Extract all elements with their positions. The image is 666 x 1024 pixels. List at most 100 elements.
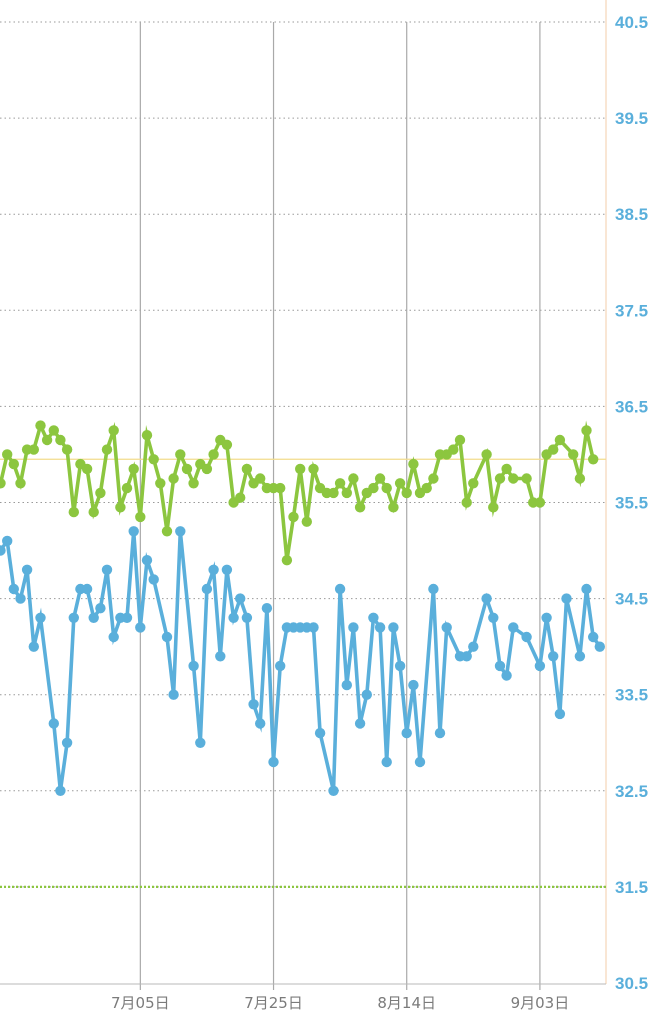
- data-point: [235, 492, 246, 503]
- data-point: [101, 564, 113, 575]
- data-point: [35, 612, 46, 623]
- data-point: [28, 641, 39, 652]
- data-point: [81, 463, 93, 475]
- data-point: [521, 473, 532, 484]
- data-point: [275, 660, 286, 672]
- data-point: [334, 583, 346, 595]
- data-point: [108, 631, 119, 643]
- data-point: [521, 631, 532, 643]
- data-point: [534, 660, 546, 672]
- data-point: [41, 434, 53, 446]
- data-point: [15, 478, 26, 489]
- y-tick-label: 34.5: [615, 590, 648, 609]
- data-point: [534, 497, 546, 508]
- series-2: [0, 526, 605, 796]
- x-tick-label: 7月25日: [244, 994, 303, 1012]
- data-point: [288, 511, 299, 523]
- data-point: [461, 651, 472, 662]
- data-point: [221, 564, 233, 575]
- series-1: [0, 420, 599, 566]
- data-point: [141, 555, 153, 566]
- data-point: [354, 718, 366, 729]
- data-point: [494, 660, 506, 672]
- data-point: [141, 430, 153, 441]
- data-point: [308, 622, 319, 633]
- data-point: [401, 487, 412, 499]
- data-point: [215, 651, 226, 662]
- data-point: [308, 463, 319, 475]
- data-point: [548, 651, 559, 662]
- data-point: [341, 487, 352, 499]
- data-point: [121, 612, 133, 623]
- data-point: [255, 718, 266, 729]
- data-point: [348, 622, 359, 633]
- horizontal-gridlines: [0, 21, 606, 888]
- data-point: [568, 449, 579, 460]
- data-point: [574, 651, 586, 662]
- data-point: [68, 612, 80, 623]
- data-point: [301, 516, 312, 527]
- data-point: [101, 444, 113, 455]
- data-point: [341, 679, 352, 691]
- data-point: [374, 473, 386, 484]
- data-point: [394, 660, 406, 672]
- data-point: [361, 689, 372, 700]
- data-point: [508, 622, 519, 633]
- data-point: [121, 482, 133, 494]
- y-tick-label: 31.5: [615, 878, 648, 897]
- data-point: [208, 449, 219, 460]
- data-point: [281, 555, 293, 566]
- data-point: [394, 478, 406, 489]
- data-point: [241, 463, 253, 475]
- data-point: [128, 463, 139, 475]
- data-point: [28, 444, 39, 455]
- data-point: [2, 449, 13, 460]
- data-point: [428, 583, 439, 595]
- y-tick-label: 33.5: [615, 686, 648, 705]
- data-point: [408, 679, 419, 691]
- data-point: [21, 564, 33, 575]
- data-point: [481, 449, 492, 460]
- data-point: [241, 612, 253, 623]
- data-point: [594, 641, 605, 652]
- data-point: [55, 434, 66, 446]
- data-point: [541, 612, 552, 623]
- x-tick-label: 7月05日: [111, 994, 170, 1012]
- data-point: [201, 583, 213, 595]
- data-point: [295, 463, 306, 475]
- data-point: [461, 497, 472, 508]
- data-point: [68, 506, 80, 518]
- y-tick-label: 36.5: [615, 397, 648, 416]
- data-point: [554, 434, 566, 446]
- data-point: [381, 482, 392, 494]
- data-point: [588, 454, 599, 465]
- data-point: [161, 631, 173, 643]
- data-point: [88, 612, 99, 623]
- data-point: [348, 473, 359, 484]
- y-tick-label: 30.5: [615, 974, 648, 993]
- data-point: [8, 583, 19, 595]
- data-point: [488, 612, 499, 623]
- data-point: [374, 622, 386, 633]
- x-tick-label: 9月03日: [511, 994, 570, 1012]
- data-point: [175, 526, 186, 537]
- data-point: [488, 502, 499, 513]
- data-point: [115, 502, 126, 513]
- series-layer: [0, 420, 605, 796]
- data-point: [61, 737, 73, 748]
- data-point: [314, 727, 326, 739]
- data-point: [0, 478, 6, 489]
- data-point: [255, 473, 266, 484]
- x-tick-labels: 7月05日 7月25日 8月14日 9月03日: [111, 994, 569, 1012]
- data-point: [275, 482, 286, 494]
- data-point: [221, 439, 233, 450]
- data-point: [441, 622, 452, 633]
- data-point: [354, 502, 366, 513]
- y-tick-label: 39.5: [615, 109, 648, 128]
- data-point: [208, 564, 219, 575]
- data-point: [468, 478, 479, 489]
- data-point: [554, 708, 566, 720]
- data-point: [235, 593, 246, 604]
